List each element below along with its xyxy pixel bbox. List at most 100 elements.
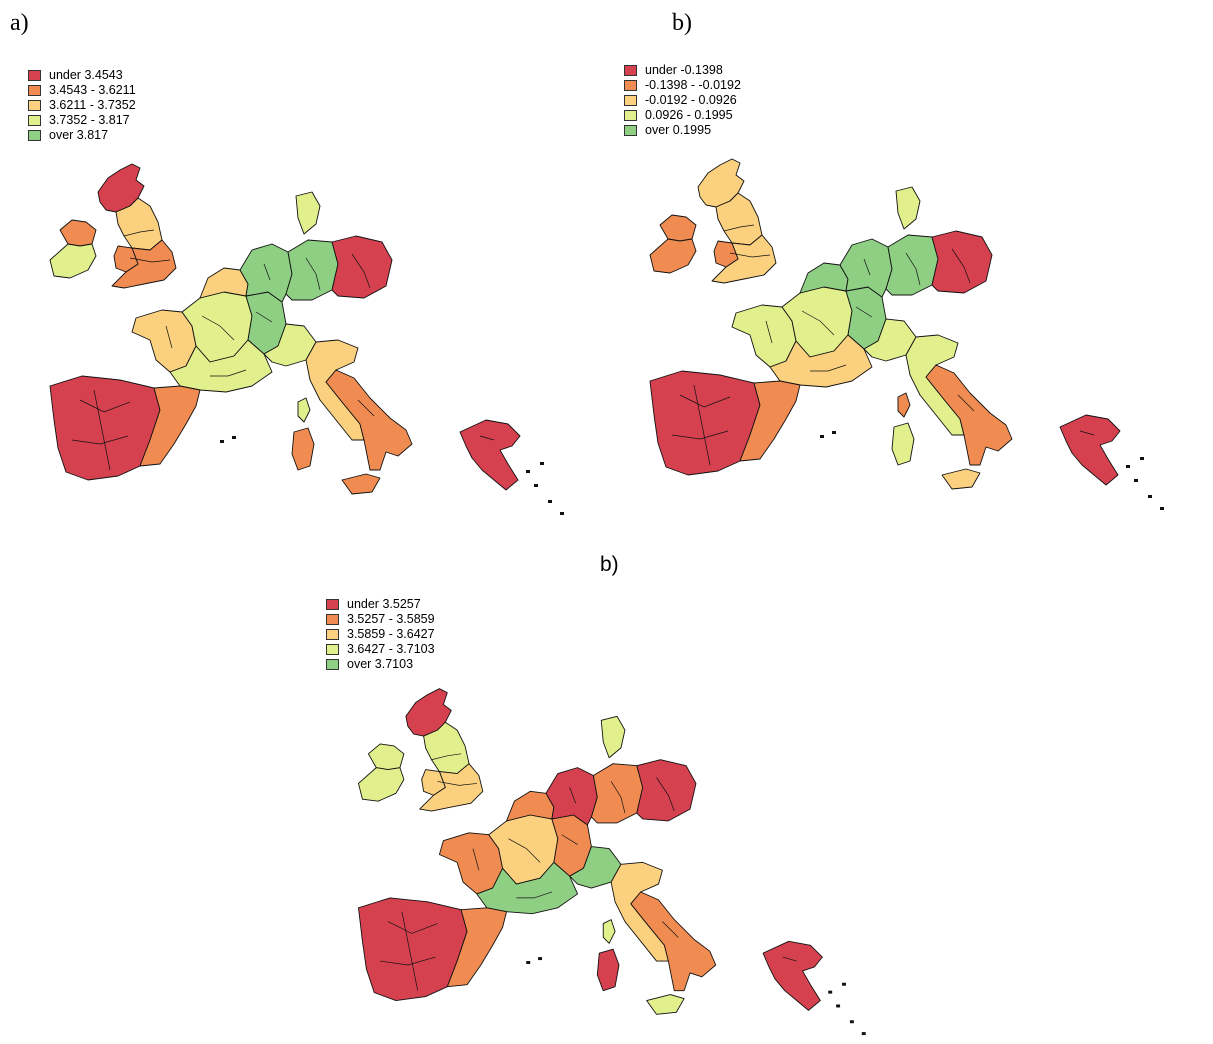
region-border [610, 781, 626, 814]
region-border [863, 258, 871, 276]
legend-item: 3.5859 - 3.6427 [326, 627, 435, 642]
panel-c-label: b) [600, 553, 619, 576]
region-border [479, 435, 495, 441]
legend-item: 3.6211 - 3.7352 [28, 98, 136, 113]
legend-label: over 3.7103 [347, 657, 414, 671]
legend-item: under 3.5257 [326, 597, 435, 612]
region-border [951, 248, 971, 284]
legend-label: -0.1398 - -0.0192 [645, 78, 741, 92]
region-denmark [600, 715, 626, 759]
region-border [656, 777, 675, 812]
island [1160, 507, 1164, 510]
legend-item: 3.7352 - 3.817 [28, 113, 136, 128]
region-ireland-n [367, 743, 405, 771]
region-border [351, 253, 371, 289]
legend-label: 3.4543 - 3.6211 [49, 83, 136, 97]
region-border [569, 787, 576, 804]
island [1140, 457, 1144, 460]
legend-item: over 0.1995 [624, 123, 741, 138]
region-greece [1059, 414, 1121, 486]
island [1126, 465, 1130, 468]
region-sicily [646, 994, 685, 1015]
legend-label: 3.7352 - 3.817 [49, 113, 130, 127]
region-italy-s [630, 891, 717, 992]
region-germany-e [885, 234, 939, 296]
region-border [210, 369, 247, 377]
region-border [165, 325, 173, 349]
legend-item: 0.0926 - 0.1995 [624, 108, 741, 123]
region-sicily [341, 473, 381, 495]
region-denmark [895, 186, 921, 230]
region-border [855, 306, 873, 318]
island [538, 957, 543, 961]
legend-label: under -0.1398 [645, 63, 723, 77]
panel-a-map [49, 163, 564, 515]
legend-swatch [624, 95, 637, 106]
legend-item: -0.1398 - -0.0192 [624, 78, 741, 93]
region-border [263, 263, 271, 281]
legend-label: over 3.817 [49, 128, 109, 142]
region-border [305, 257, 321, 291]
island [220, 440, 224, 443]
island [526, 961, 531, 965]
panel-a-label: a) [10, 10, 29, 36]
legend-item: -0.0192 - 0.0926 [624, 93, 741, 108]
region-scotland [97, 163, 145, 213]
region-ireland-s [358, 767, 405, 802]
region-border [516, 891, 553, 899]
legend-label: under 3.4543 [49, 68, 123, 82]
region-border [693, 384, 711, 466]
region-border [729, 252, 771, 258]
region-border [380, 956, 436, 966]
legend-label: 3.5257 - 3.5859 [347, 612, 435, 626]
region-denmark [295, 191, 321, 235]
region-wales [713, 240, 739, 268]
region-border [782, 956, 797, 962]
legend-item: 3.4543 - 3.6211 [28, 83, 136, 98]
panel-b-label: b) [672, 10, 692, 36]
region-border [1079, 430, 1095, 436]
region-ireland-s [649, 238, 697, 274]
region-border [723, 224, 755, 232]
legend-item: 3.6427 - 3.7103 [326, 642, 435, 657]
region-border [679, 394, 731, 408]
region-border [357, 399, 375, 417]
region-border [905, 252, 921, 286]
region-poland [931, 230, 993, 294]
region-germany-e [590, 763, 644, 824]
island [1148, 495, 1152, 498]
region-border [810, 364, 847, 372]
region-sicily [941, 468, 981, 490]
legend-item: over 3.7103 [326, 657, 435, 672]
region-border [765, 320, 773, 344]
region-sardinia [596, 948, 620, 992]
legend-item: under -0.1398 [624, 63, 741, 78]
panel-c-legend: under 3.5257 3.5257 - 3.5859 3.5859 - 3.… [326, 597, 435, 672]
region-iberia-e [446, 907, 507, 988]
region-greece [459, 419, 521, 491]
legend-swatch [624, 125, 637, 136]
region-border [79, 399, 131, 413]
region-sardinia [291, 427, 315, 471]
region-italy-s [925, 364, 1013, 466]
region-border [93, 389, 111, 471]
legend-swatch [28, 85, 41, 96]
region-border [431, 753, 462, 761]
region-greece [762, 940, 823, 1011]
island [534, 484, 538, 487]
legend-item: under 3.4543 [28, 68, 136, 83]
region-ireland-n [659, 214, 697, 242]
legend-label: over 0.1995 [645, 123, 712, 137]
legend-swatch [624, 110, 637, 121]
region-ireland-n [59, 219, 97, 247]
panel-c-map [358, 688, 866, 1036]
region-germany-e [285, 239, 339, 301]
island [232, 436, 236, 439]
legend-swatch [28, 115, 41, 126]
legend-swatch [326, 629, 339, 640]
legend-label: -0.0192 - 0.0926 [645, 93, 737, 107]
legend-swatch [28, 100, 41, 111]
legend-swatch [326, 659, 339, 670]
region-border [387, 921, 438, 934]
legend-item: over 3.817 [28, 128, 136, 143]
